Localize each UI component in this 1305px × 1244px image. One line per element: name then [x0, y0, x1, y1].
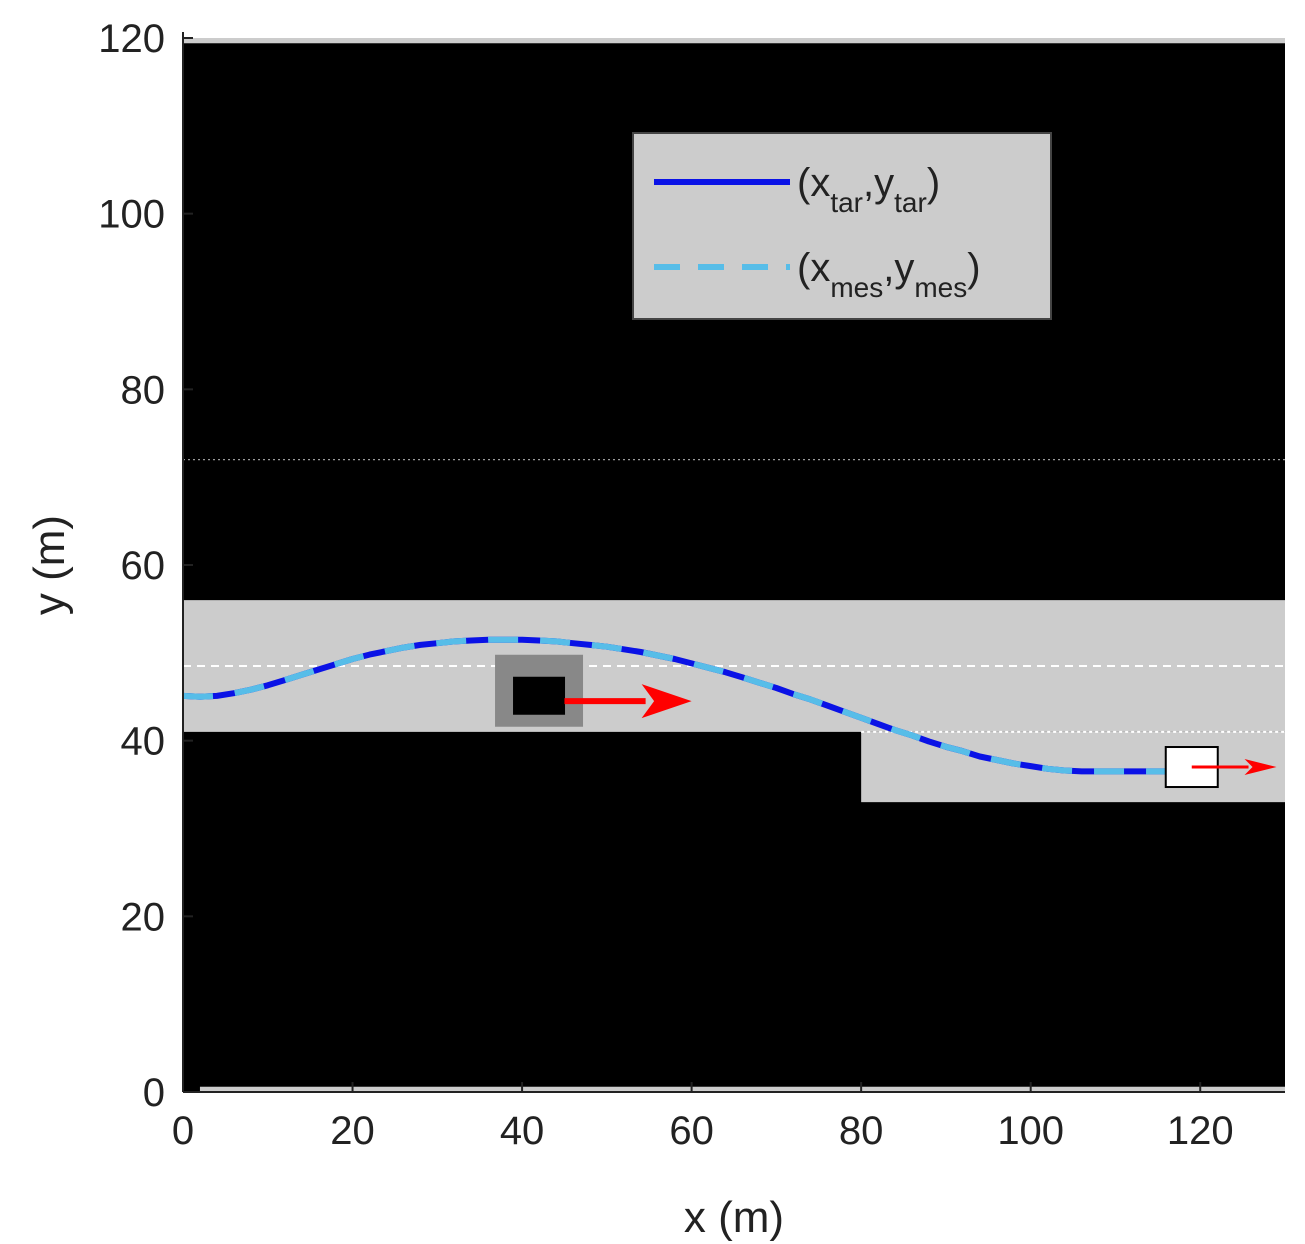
x-tick-label: 0: [172, 1109, 194, 1153]
x-axis-label: x (m): [684, 1193, 784, 1242]
top-strip-region: [183, 38, 1285, 44]
legend-subscript: mes: [914, 272, 967, 303]
legend-subscript: mes: [830, 272, 883, 303]
y-tick-label: 80: [121, 368, 166, 412]
legend: (xtar,ytar)(xmes,ymes): [632, 132, 1052, 320]
y-tick-label: 0: [143, 1071, 165, 1115]
legend-text-part: (x: [797, 246, 830, 290]
legend-entry: (xtar,ytar): [797, 161, 940, 218]
legend-text-part: (x: [797, 161, 830, 205]
x-tick-label: 100: [997, 1109, 1064, 1153]
x-tick-label: 20: [330, 1109, 375, 1153]
legend-subscript: tar: [894, 187, 927, 218]
y-tick-label: 40: [121, 720, 166, 764]
y-tick-label: 20: [121, 895, 166, 939]
obstacle-vehicle: [513, 676, 566, 715]
measured-trajectory-line: [183, 636, 1184, 775]
x-tick-label: 80: [839, 1109, 884, 1153]
legend-text-part: ): [967, 246, 980, 290]
y-tick-label: 60: [121, 544, 166, 588]
obstacle-velocity-arrow-head: [641, 684, 692, 719]
ego-velocity-arrow: [1191, 759, 1277, 776]
x-tick-label: 40: [500, 1109, 545, 1153]
legend-text-part: ): [927, 161, 940, 205]
x-tick-label: 60: [669, 1109, 714, 1153]
y-tick-label: 100: [98, 193, 165, 237]
y-axis-label: y (m): [25, 515, 74, 615]
bottom-strip-region: [199, 1086, 1285, 1092]
legend-text-part: ,y: [883, 246, 914, 290]
x-tick-label: 120: [1167, 1109, 1234, 1153]
ticks: 0 20 40 60 80 100 120 0 20 40 60 80 100 120: [98, 17, 1233, 1153]
legend-entry: (xmes,ymes): [797, 246, 981, 303]
y-tick-label: 120: [98, 17, 165, 61]
legend-subscript: tar: [830, 187, 863, 218]
obstacle-velocity-arrow: [564, 684, 692, 719]
legend-text-part: ,y: [863, 161, 894, 205]
legend-box: [632, 132, 1052, 320]
ego-velocity-arrow-head: [1244, 759, 1277, 776]
